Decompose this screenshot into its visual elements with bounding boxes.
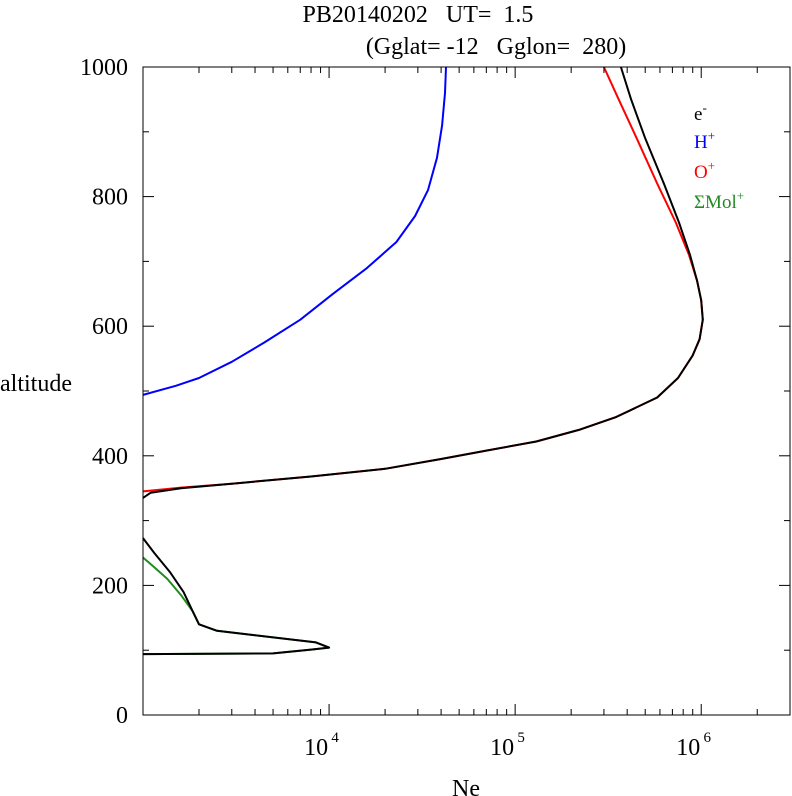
x-tick-label-exponent: 5 xyxy=(517,730,525,746)
x-tick-label-exponent: 6 xyxy=(703,730,711,746)
legend-item-3: ΣMol+ xyxy=(694,188,744,213)
legend-item-1: H+ xyxy=(694,128,715,153)
series-line-0-segment-0 xyxy=(142,537,331,656)
y-tick-label: 600 xyxy=(92,314,128,340)
y-tick-label: 1000 xyxy=(80,55,128,81)
plot-frame xyxy=(142,66,791,716)
legend: e- H+ O+ ΣMol+ xyxy=(694,100,744,213)
x-axis-label: Ne xyxy=(452,776,480,796)
series-line-0-segment-1 xyxy=(142,66,704,499)
y-axis-label: altitude xyxy=(0,371,72,397)
y-tick-label: 800 xyxy=(92,185,128,211)
x-tick-label: 10 xyxy=(490,735,514,761)
y-tick-labels: 0 200 400 600 800 1000 xyxy=(80,55,128,729)
y-tick-label: 0 xyxy=(116,703,128,729)
x-tick-label: 10 xyxy=(676,735,700,761)
chart-title: PB20140202 UT= 1.5 xyxy=(303,2,534,28)
y-tick-label: 400 xyxy=(92,444,128,470)
series-lines xyxy=(142,66,704,656)
legend-item-0: e- xyxy=(694,100,707,125)
series-line-2-segment-0 xyxy=(142,66,704,493)
series-line-1-segment-0 xyxy=(142,66,447,396)
y-tick-label: 200 xyxy=(92,573,128,599)
x-tick-label-exponent: 4 xyxy=(331,730,339,746)
axis-ticks xyxy=(142,66,791,716)
x-tick-labels: 10 4 10 5 10 6 xyxy=(304,730,711,761)
legend-item-2: O+ xyxy=(694,158,715,183)
x-tick-label: 10 xyxy=(304,735,328,761)
chart-subtitle: (Gglat= -12 Gglon= 280) xyxy=(366,34,626,60)
